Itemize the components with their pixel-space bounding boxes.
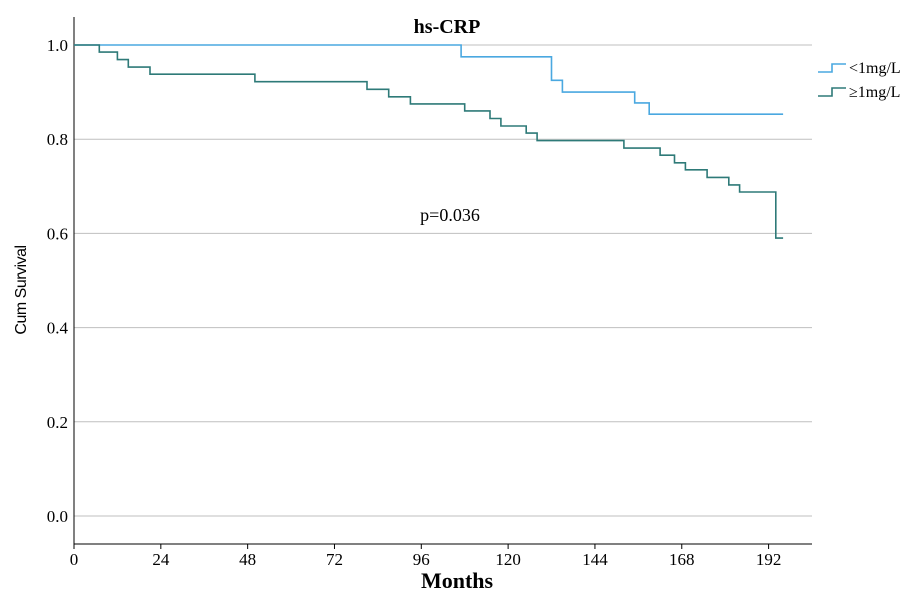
x-tick-label: 168 — [669, 550, 695, 569]
legend: <1mg/L ≥1mg/L — [818, 60, 901, 101]
y-tick-label: 0.6 — [47, 224, 68, 243]
legend-label-high-crp: ≥1mg/L — [849, 84, 900, 101]
x-tick-label: 72 — [326, 550, 343, 569]
legend-item-high-crp: ≥1mg/L — [818, 84, 900, 101]
legend-label-low-crp: <1mg/L — [849, 60, 901, 77]
legend-swatch-high-crp — [818, 87, 846, 97]
x-tick-label: 192 — [756, 550, 782, 569]
y-tick-label: 1.0 — [47, 36, 68, 55]
y-tick-label: 0.4 — [47, 319, 69, 338]
x-axis-title: Months — [421, 568, 494, 593]
y-tick-label: 0.0 — [47, 507, 68, 526]
chart-title: hs-CRP — [414, 16, 481, 38]
p-value-annotation: p=0.036 — [420, 205, 480, 225]
y-tick-label: 0.8 — [47, 130, 68, 149]
survival-curve-high-crp — [74, 44, 784, 239]
y-tick-label: 0.2 — [47, 413, 68, 432]
x-tick-label: 144 — [582, 550, 608, 569]
legend-swatch-low-crp — [818, 63, 846, 73]
x-tick-label: 0 — [70, 550, 79, 569]
axis-layer — [73, 17, 812, 545]
legend-item-low-crp: <1mg/L — [818, 60, 901, 77]
x-tick-label: 120 — [495, 550, 521, 569]
x-tick-label: 24 — [152, 550, 170, 569]
x-tick-label: 48 — [239, 550, 256, 569]
survival-curve-low-crp — [74, 44, 784, 115]
y-axis-title: Cum Survival — [13, 245, 30, 334]
x-tick-label: 96 — [413, 550, 430, 569]
tick-layer: 0.0 0.2 0.4 0.6 0.8 1.0 0 24 48 72 96 120 144 168 192 — [47, 36, 782, 569]
grid-layer — [74, 44, 812, 517]
series-layer — [74, 44, 784, 239]
